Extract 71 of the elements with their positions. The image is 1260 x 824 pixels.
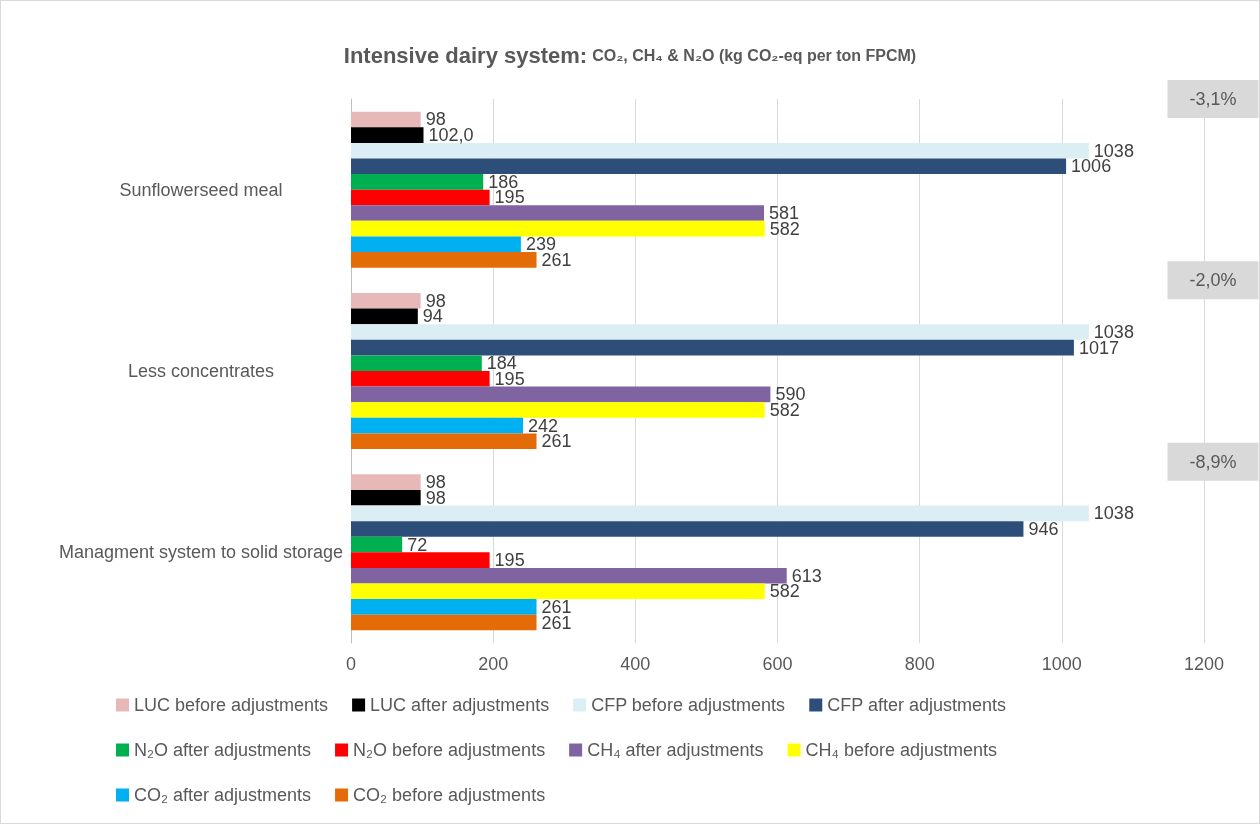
bar bbox=[351, 402, 765, 418]
legend-label: N₂O after adjustments bbox=[134, 740, 312, 760]
legend-label: CFP after adjustments bbox=[827, 695, 1007, 715]
bar bbox=[351, 324, 1089, 340]
data-label: 582 bbox=[769, 399, 800, 420]
x-tick-label: 600 bbox=[762, 654, 793, 674]
data-label: 1038 bbox=[1093, 503, 1134, 524]
data-label: 946 bbox=[1028, 518, 1059, 539]
bar bbox=[351, 505, 1089, 522]
bar bbox=[351, 567, 787, 584]
x-tick-label: 0 bbox=[345, 654, 357, 674]
data-label: 72 bbox=[407, 534, 428, 555]
bar bbox=[351, 142, 1089, 159]
data-label: 102,0 bbox=[428, 125, 474, 146]
legend-label: CH₄ before adjustments bbox=[805, 740, 997, 760]
x-tick-label: 200 bbox=[478, 654, 509, 674]
bar bbox=[351, 552, 490, 568]
legend-label: LUC after adjustments bbox=[370, 695, 550, 715]
bar bbox=[351, 158, 1067, 175]
data-label: 195 bbox=[494, 550, 525, 571]
x-tick-label: 400 bbox=[620, 654, 651, 674]
data-label: 261 bbox=[541, 249, 572, 270]
legend-label: LUC before adjustments bbox=[134, 695, 329, 715]
legend-label: CH₄ after adjustments bbox=[587, 740, 764, 760]
bar bbox=[351, 252, 537, 268]
bar bbox=[351, 111, 421, 128]
data-label: 582 bbox=[769, 581, 800, 602]
bar bbox=[351, 583, 765, 600]
bar bbox=[351, 433, 537, 449]
bar bbox=[351, 536, 403, 553]
chart-title: Intensive dairy system: bbox=[343, 42, 588, 68]
legend-label: CO₂ after adjustments bbox=[134, 785, 312, 805]
bar bbox=[351, 339, 1074, 356]
annotation: -3,1% bbox=[1189, 89, 1237, 109]
data-label: 195 bbox=[494, 368, 525, 389]
annotation: -2,0% bbox=[1189, 270, 1237, 291]
bar bbox=[351, 236, 521, 253]
data-label: 94 bbox=[422, 306, 443, 327]
bar bbox=[351, 599, 537, 615]
data-label: 582 bbox=[769, 218, 800, 239]
bar bbox=[351, 521, 1024, 537]
data-label: 195 bbox=[494, 187, 525, 208]
annotation: -8,9% bbox=[1189, 451, 1237, 472]
x-tick-label: 1000 bbox=[1041, 654, 1082, 674]
chart-subtitle: CO₂, CH₄ & N₂O (kg CO₂-eq per ton FPCM) bbox=[592, 46, 917, 64]
legend-label: N₂O before adjustments bbox=[353, 740, 546, 760]
data-label: 98 bbox=[425, 487, 446, 508]
bar bbox=[351, 355, 482, 371]
bar bbox=[351, 417, 524, 434]
bar bbox=[351, 293, 421, 309]
legend-label: CFP before adjustments bbox=[591, 695, 785, 715]
bar bbox=[351, 174, 484, 190]
x-tick-label: 1200 bbox=[1183, 654, 1225, 674]
bar bbox=[351, 189, 490, 206]
y-tick-label: Sunflowerseed meal bbox=[119, 179, 283, 200]
bar bbox=[351, 614, 537, 631]
data-label: 1017 bbox=[1078, 337, 1119, 358]
data-label: 1006 bbox=[1071, 156, 1112, 177]
bar bbox=[351, 371, 490, 387]
bar bbox=[351, 489, 421, 506]
bar bbox=[351, 205, 764, 221]
data-label: 261 bbox=[541, 431, 572, 452]
x-tick-label: 800 bbox=[904, 654, 935, 674]
y-tick-label: Managment system to solid storage bbox=[58, 542, 344, 563]
bar bbox=[351, 386, 771, 403]
bar bbox=[351, 127, 424, 143]
y-tick-label: Less concentrates bbox=[127, 361, 275, 381]
legend-label: CO₂ before adjustments bbox=[353, 785, 546, 805]
bar bbox=[351, 474, 421, 490]
bar bbox=[351, 220, 765, 237]
bar bbox=[351, 308, 418, 325]
